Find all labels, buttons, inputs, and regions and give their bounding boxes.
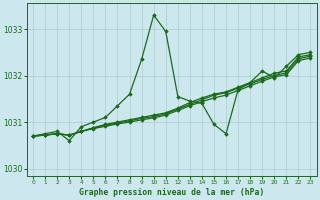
X-axis label: Graphe pression niveau de la mer (hPa): Graphe pression niveau de la mer (hPa) bbox=[79, 188, 264, 197]
